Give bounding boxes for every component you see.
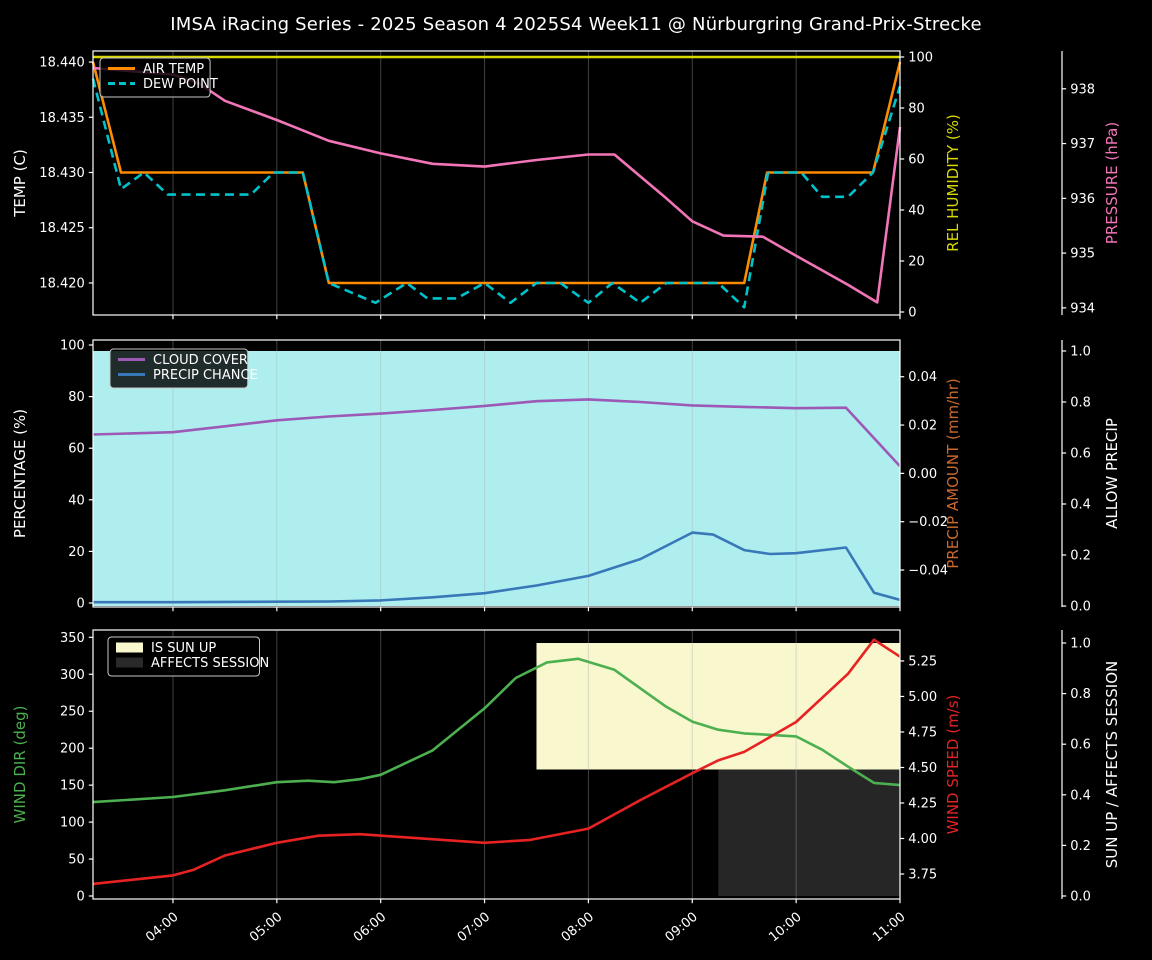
y-tick-label: 937 <box>1070 137 1095 152</box>
x-tick-label: 09:00 <box>663 910 701 946</box>
y-tick-label: 250 <box>60 705 85 720</box>
legend-box <box>107 636 260 677</box>
y-tick-label: 0.00 <box>908 467 937 482</box>
y-tick-label: −0.02 <box>908 515 948 530</box>
panel-cloud-precip: 0 20 40 60 80 100 0.04 0.02 0.00 −0.02 −0.04 0.0 0.2… <box>11 339 1121 615</box>
axis-title-wind-speed-m-s: WIND SPEED (m/s) <box>944 695 962 835</box>
y-tick-label: 100 <box>60 816 85 831</box>
y-tick-label: 0.6 <box>1070 446 1091 461</box>
y-tick-label: 3.75 <box>908 868 937 883</box>
series-wind-speed <box>92 638 901 886</box>
y-tick-label: 40 <box>908 203 925 218</box>
y-tick-label: 80 <box>908 101 925 116</box>
series-wind-dir <box>92 657 901 804</box>
band-allow-precip <box>93 350 900 607</box>
y-tick-label: 18.440 <box>39 56 85 71</box>
y-tick-label: 60 <box>68 442 85 457</box>
y-tick-label: 0.2 <box>1070 549 1091 564</box>
y-tick-label: 4.50 <box>908 761 937 776</box>
y-tick-label: 150 <box>60 779 85 794</box>
y-tick-label: 20 <box>908 254 925 269</box>
y-tick-label: 100 <box>908 50 933 65</box>
y-tick-label: 4.25 <box>908 796 937 811</box>
y-tick-label: 4.75 <box>908 725 937 740</box>
band-affects-session <box>718 769 900 896</box>
y-tick-label: 0.04 <box>908 370 937 385</box>
y-tick-label: 18.425 <box>39 221 85 236</box>
x-tick-label: 06:00 <box>351 910 389 946</box>
y-tick-label: 18.420 <box>39 276 85 291</box>
legend-label: AFFECTS SESSION <box>151 656 269 671</box>
plot-border <box>92 50 901 316</box>
y-tick-label: −0.04 <box>908 564 948 579</box>
axis-title-precip-amount-mm-hr: PRECIP AMOUNT (mm/hr) <box>944 378 962 568</box>
y-tick-label: 18.435 <box>39 111 85 126</box>
y-tick-label: 934 <box>1070 301 1095 316</box>
y-tick-label: 5.00 <box>908 690 937 705</box>
y-tick-label: 938 <box>1070 82 1095 97</box>
axis-title-pressure-hpa: PRESSURE (hPa) <box>1103 122 1121 244</box>
panel-wind-sun: 0 50 100 150 200 250 300 350 3.75 4.00 4.25 4.50 4.7… <box>11 629 1121 946</box>
y-tick-label: 80 <box>68 390 85 405</box>
axis-title-percentage: PERCENTAGE (%) <box>11 409 29 538</box>
plot-border <box>92 629 901 900</box>
y-tick-label: 200 <box>60 742 85 757</box>
axis-title-sun-up-affects-session: SUN UP / AFFECTS SESSION <box>1103 661 1121 869</box>
axis-title-wind-dir-deg: WIND DIR (deg) <box>11 706 29 824</box>
legend-label: IS SUN UP <box>151 641 216 656</box>
y-tick-label: 5.25 <box>908 654 937 669</box>
legend-label: CLOUD COVER <box>153 353 248 368</box>
y-tick-label: 50 <box>68 853 85 868</box>
y-tick-label: 0.8 <box>1070 687 1091 702</box>
y-tick-label: 1.0 <box>1070 344 1091 359</box>
y-tick-label: 60 <box>908 152 925 167</box>
x-tick-label: 05:00 <box>247 910 285 946</box>
y-tick-label: 100 <box>60 339 85 354</box>
y-tick-label: 40 <box>68 493 85 508</box>
y-tick-label: 350 <box>60 631 85 646</box>
legend-label: PRECIP CHANCE <box>153 368 258 383</box>
x-tick-label: 07:00 <box>455 910 493 946</box>
series-cloud-cover <box>92 398 901 468</box>
y-tick-label: 1.0 <box>1070 637 1091 652</box>
y-tick-label: 0.02 <box>908 419 937 434</box>
axis-title-allow-precip: ALLOW PRECIP <box>1103 418 1121 529</box>
y-tick-label: 936 <box>1070 192 1095 207</box>
y-tick-label: 0.2 <box>1070 839 1091 854</box>
y-tick-label: 0.4 <box>1070 497 1091 512</box>
legend-swatch-affects-session <box>116 657 143 668</box>
y-tick-label: 0.8 <box>1070 395 1091 410</box>
y-tick-label: 0.0 <box>1070 889 1091 904</box>
y-tick-label: 0 <box>77 889 85 904</box>
series-dew-point <box>91 78 902 309</box>
series-precip-chance <box>93 531 901 604</box>
series-pressure <box>92 66 902 304</box>
legend-label: DEW POINT <box>143 77 218 92</box>
x-tick-label: 11:00 <box>870 910 908 946</box>
y-tick-label: 4.00 <box>908 832 937 847</box>
legend-label: AIR TEMP <box>143 62 204 77</box>
legend-swatch-is-sun-up <box>116 642 143 653</box>
axis-title-rel-humidity: REL HUMIDITY (%) <box>944 114 962 252</box>
y-tick-label: 20 <box>68 545 85 560</box>
panel-temperature-humidity-pressure: 18.440 18.435 18.430 18.425 18.420 0 20 40 60 80 1… <box>11 50 1121 320</box>
y-tick-label: 0 <box>908 305 916 320</box>
chart-title: IMSA iRacing Series - 2025 Season 4 2025… <box>170 14 982 35</box>
axis-title-temp-c: TEMP (C) <box>11 149 29 218</box>
y-tick-label: 0.4 <box>1070 788 1091 803</box>
x-tick-label: 04:00 <box>143 910 181 946</box>
y-tick-label: 0.0 <box>1070 600 1091 615</box>
x-tick-label: 10:00 <box>766 910 804 946</box>
y-tick-label: 0.6 <box>1070 738 1091 753</box>
y-tick-label: 0 <box>77 597 85 612</box>
x-tick-label: 08:00 <box>559 910 597 946</box>
y-tick-label: 18.430 <box>39 166 85 181</box>
y-tick-label: 935 <box>1070 247 1095 262</box>
y-tick-label: 300 <box>60 668 85 683</box>
